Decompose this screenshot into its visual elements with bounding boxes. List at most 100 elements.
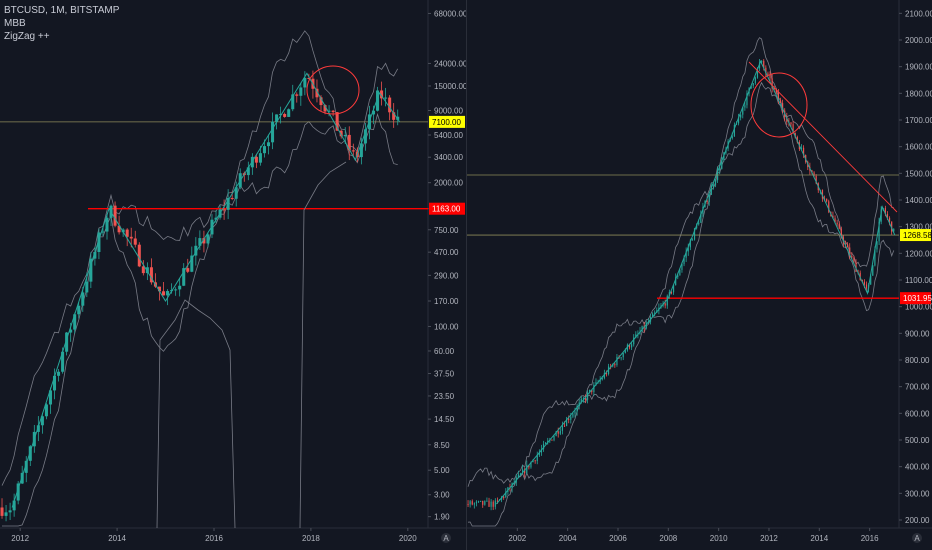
y-tick-label: 200.00 bbox=[905, 516, 930, 525]
candle-body bbox=[675, 277, 677, 286]
x-tick-label: 2004 bbox=[559, 534, 577, 543]
candle-body bbox=[563, 425, 566, 427]
candle-body bbox=[721, 160, 723, 169]
pane-divider[interactable] bbox=[466, 0, 467, 550]
candle-body bbox=[291, 94, 295, 110]
candle-body bbox=[712, 185, 715, 187]
candle-body bbox=[521, 469, 524, 474]
candle-body bbox=[847, 244, 849, 248]
candle-body bbox=[750, 85, 752, 89]
x-tick-label: 2002 bbox=[508, 534, 526, 543]
candle-body bbox=[486, 500, 488, 502]
candle-body bbox=[700, 213, 702, 223]
legend-indicator-zigzag[interactable]: ZigZag ++ bbox=[4, 31, 50, 42]
candle-body bbox=[876, 241, 878, 250]
candle-body bbox=[335, 112, 339, 131]
y-tick-label: 5.00 bbox=[434, 466, 450, 475]
candle-body bbox=[767, 73, 769, 75]
candle-body bbox=[44, 404, 48, 417]
candle-body bbox=[886, 213, 889, 218]
candle-body bbox=[796, 137, 798, 142]
right-chart-pane[interactable]: 2100.00 2000.00 1900.00 1800.00 1700.00 1600.… bbox=[467, 0, 932, 550]
candle-body bbox=[589, 389, 591, 393]
candle-body bbox=[754, 77, 756, 84]
candle-body bbox=[561, 425, 564, 431]
candle-body bbox=[679, 269, 681, 276]
candle-body bbox=[117, 225, 121, 233]
candle-body bbox=[698, 222, 700, 225]
left-chart-pane[interactable]: 68000.00 24000.00 15000.00 9000.00 5400.00 34… bbox=[0, 0, 466, 550]
candle-body bbox=[97, 232, 101, 253]
candle-body bbox=[706, 200, 708, 203]
y-tick-label: 500.00 bbox=[905, 436, 930, 445]
candle-body bbox=[475, 501, 478, 504]
candle-body bbox=[719, 168, 721, 170]
candle-body bbox=[266, 142, 271, 147]
candle-body bbox=[287, 109, 291, 117]
indicator-curve bbox=[299, 161, 347, 529]
auto-scale-icon bbox=[912, 533, 922, 543]
candle-body bbox=[532, 460, 534, 463]
candle-body bbox=[262, 146, 266, 154]
candle-body bbox=[507, 487, 509, 492]
candle-body bbox=[343, 134, 347, 137]
candle-body bbox=[517, 474, 519, 478]
candle-body bbox=[473, 503, 475, 505]
candle-body bbox=[28, 446, 32, 461]
candle-body bbox=[222, 209, 226, 211]
candle-body bbox=[214, 217, 218, 220]
x-tick-label: 2016 bbox=[205, 534, 223, 543]
candle-body bbox=[733, 124, 735, 137]
candle-body bbox=[145, 267, 149, 274]
y-tick-label: 1200.00 bbox=[905, 249, 932, 258]
candle-body bbox=[786, 117, 788, 122]
candle-body bbox=[874, 249, 876, 266]
candle-body bbox=[863, 281, 865, 285]
candle-body bbox=[363, 129, 367, 144]
candle-body bbox=[821, 189, 824, 199]
candle-body bbox=[689, 240, 691, 248]
legend-indicator-mbb[interactable]: MBB bbox=[4, 18, 26, 29]
y-tick-label: 1700.00 bbox=[905, 116, 932, 125]
candle-body bbox=[174, 289, 178, 291]
y-tick-label: 170.00 bbox=[434, 297, 459, 306]
candle-body bbox=[832, 215, 834, 219]
btcusd-chart[interactable]: 68000.00 24000.00 15000.00 9000.00 5400.00 34… bbox=[0, 0, 466, 550]
candle-body bbox=[488, 500, 490, 507]
candle-body bbox=[681, 264, 683, 270]
candle-body bbox=[77, 305, 81, 315]
candle-body bbox=[327, 110, 331, 112]
support-price-tag-label: 1163.00 bbox=[432, 205, 461, 214]
candle-body bbox=[52, 375, 57, 391]
y-tick-label: 800.00 bbox=[905, 356, 930, 365]
candle-body bbox=[254, 156, 258, 163]
y-tick-label: 68000.00 bbox=[434, 9, 466, 18]
gold-chart[interactable]: 2100.00 2000.00 1900.00 1800.00 1700.00 1600.… bbox=[467, 0, 932, 550]
candle-body bbox=[651, 313, 654, 318]
y-tick-label: 300.00 bbox=[905, 489, 930, 498]
x-tick-label: 2010 bbox=[710, 534, 728, 543]
candle-body bbox=[691, 239, 694, 241]
candle-body bbox=[580, 398, 582, 403]
candle-body bbox=[528, 464, 530, 468]
last-price-tag-label: 7100.00 bbox=[432, 118, 461, 127]
candle-body bbox=[595, 382, 597, 385]
x-tick-label: 2012 bbox=[760, 534, 778, 543]
candle-body bbox=[794, 132, 796, 138]
candle-body bbox=[496, 500, 499, 502]
candle-body bbox=[777, 92, 780, 101]
last-price-tag bbox=[900, 229, 931, 242]
candle-body bbox=[384, 97, 388, 99]
y-tick-label: 1800.00 bbox=[905, 89, 932, 98]
candle-body bbox=[851, 255, 853, 258]
candle-body bbox=[737, 117, 740, 124]
candle-body bbox=[664, 303, 666, 306]
candle-body bbox=[763, 60, 765, 68]
candle-body bbox=[769, 74, 771, 79]
candle-body bbox=[616, 356, 618, 366]
candle-body bbox=[494, 500, 496, 507]
candle-body bbox=[865, 284, 868, 289]
legend-symbol[interactable]: BTCUSD, 1M, BITSTAMP bbox=[4, 5, 120, 16]
candle-body bbox=[105, 217, 109, 232]
candle-body bbox=[624, 350, 626, 354]
